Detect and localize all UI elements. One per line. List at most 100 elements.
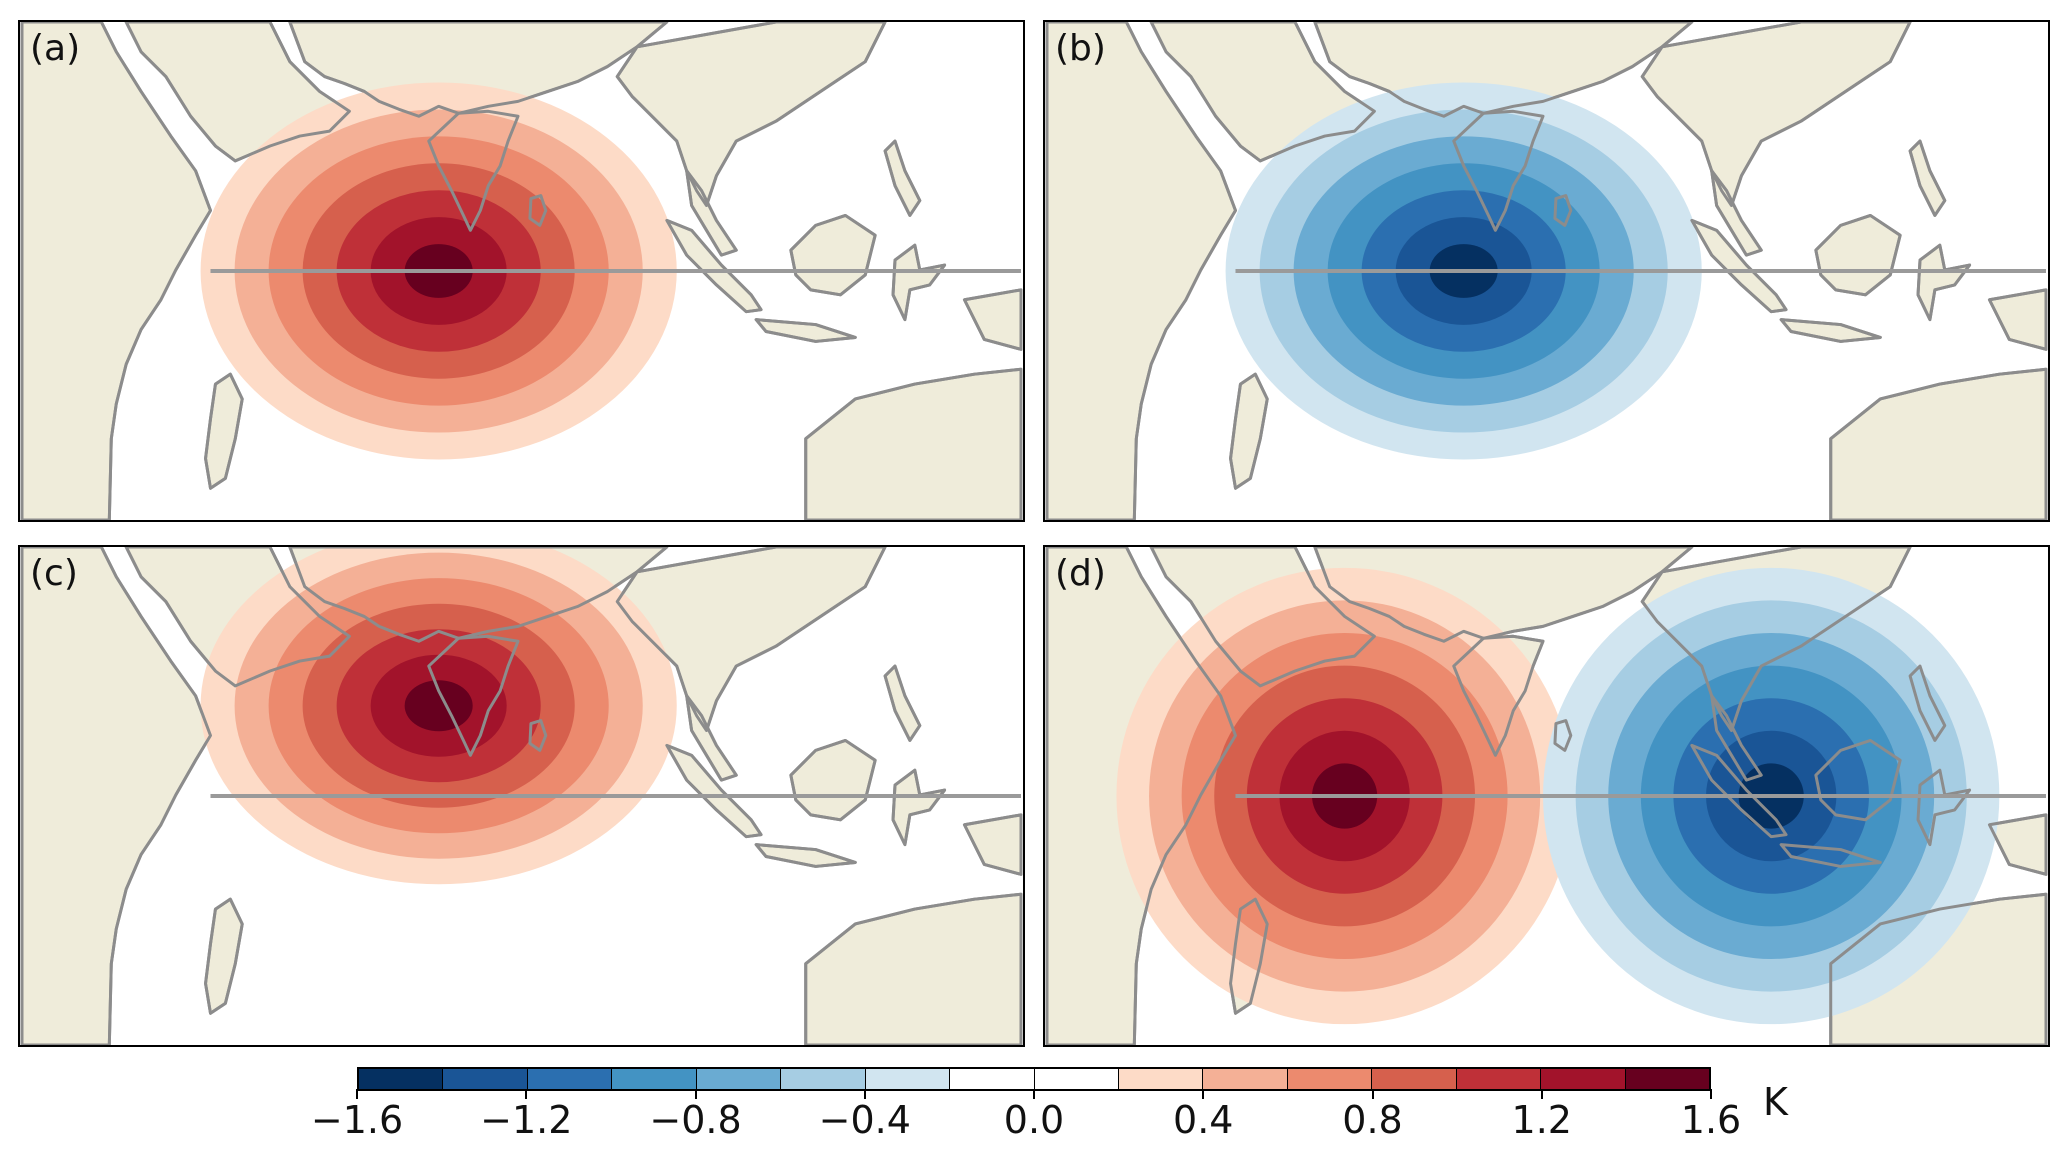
- panel-label-d: (d): [1055, 553, 1106, 594]
- coastline: [1553, 719, 1573, 752]
- coastline: [288, 22, 669, 118]
- coastline: [685, 694, 738, 782]
- colorbar-level-8: [1034, 1069, 1119, 1089]
- coastline: [1045, 22, 1237, 520]
- land-mass: [883, 139, 922, 217]
- panel-label-b: (b): [1055, 28, 1106, 69]
- coastline: [427, 634, 520, 757]
- colorbar-tick: [356, 1089, 358, 1099]
- colorbar-tick: [1033, 1089, 1035, 1099]
- coastline: [20, 547, 212, 1045]
- colorbar-tick-label: −0.4: [818, 1098, 911, 1142]
- colorbar-level-10: [1203, 1069, 1288, 1089]
- colorbar-level-14: [1541, 1069, 1626, 1089]
- land-mass: [615, 22, 887, 208]
- coastline: [1908, 139, 1947, 217]
- map-d: [1045, 547, 2048, 1045]
- colorbar-tick: [1710, 1089, 1712, 1099]
- land-mass: [1829, 367, 2048, 520]
- colorbar-tick-label: 1.6: [1680, 1098, 1742, 1142]
- coastline: [124, 547, 351, 688]
- coastline: [1829, 367, 2048, 520]
- coastline: [1814, 213, 1902, 297]
- colorbar-tick: [525, 1089, 528, 1099]
- colorbar-tick-label: 1.2: [1511, 1098, 1572, 1142]
- coastline: [962, 813, 1023, 876]
- coastline: [891, 243, 947, 322]
- colorbar-tick-label: −1.2: [480, 1098, 573, 1142]
- coastline: [20, 22, 212, 520]
- coastline: [1640, 547, 1912, 733]
- coastline: [1149, 547, 1376, 688]
- map-panel-a: (a): [18, 20, 1025, 522]
- coastline: [754, 843, 857, 868]
- coastline: [1710, 694, 1763, 782]
- colorbar-level-0: [359, 1069, 444, 1089]
- colorbar-tick: [1371, 1089, 1374, 1099]
- colorbar-tick: [863, 1089, 866, 1099]
- coastline: [204, 372, 244, 490]
- land-mass: [1908, 139, 1947, 217]
- panel-label-a: (a): [30, 28, 81, 69]
- colorbar-level-13: [1456, 1069, 1542, 1089]
- land-mass: [804, 367, 1023, 520]
- coastline: [1229, 897, 1269, 1015]
- colorbar-tick-label: −0.8: [649, 1098, 742, 1142]
- colorbar-tick-label: 0.4: [1173, 1098, 1234, 1142]
- anomaly-contour: [404, 680, 473, 732]
- coastline: [891, 768, 947, 847]
- colorbar-level-5: [781, 1069, 866, 1089]
- colorbar-level-7: [950, 1069, 1035, 1089]
- coastline: [754, 318, 857, 343]
- coastline: [1814, 738, 1902, 822]
- map-b: [1045, 22, 2048, 520]
- coastline: [615, 547, 887, 733]
- coastline: [1916, 243, 1972, 322]
- colorbar-level-1: [443, 1069, 528, 1089]
- coastline: [427, 109, 520, 232]
- colorbar-tick: [1202, 1089, 1205, 1099]
- coastline: [1710, 169, 1763, 257]
- coastline: [1829, 892, 2048, 1045]
- colorbar-level-9: [1118, 1069, 1204, 1089]
- panel-label-c: (c): [30, 553, 78, 594]
- colorbar-level-6: [865, 1069, 951, 1089]
- coastline: [615, 22, 887, 208]
- coastline: [1229, 372, 1269, 490]
- colorbar-level-11: [1287, 1069, 1373, 1089]
- colorbar-tick-label: 0.8: [1342, 1098, 1403, 1142]
- coastline: [1313, 547, 1694, 643]
- colorbar-unit: K: [1763, 1080, 1788, 1124]
- coastline: [1779, 843, 1882, 868]
- map-panel-d: (d): [1043, 545, 2050, 1047]
- coastline: [962, 288, 1023, 351]
- coastline: [883, 664, 922, 742]
- coastline: [1916, 768, 1972, 847]
- coastline: [1045, 547, 1237, 1045]
- land-mass: [1640, 22, 1912, 208]
- coastline: [1452, 634, 1545, 757]
- map-panel-c: (c): [18, 545, 1025, 1047]
- land-mass: [804, 892, 1023, 1045]
- coastline: [528, 194, 548, 227]
- colorbar-level-12: [1372, 1069, 1457, 1089]
- colorbar-level-2: [527, 1069, 613, 1089]
- coastline: [1313, 22, 1694, 118]
- coastline: [665, 743, 763, 839]
- map-panel-b: (b): [1043, 20, 2050, 522]
- colorbar-tick-label: 0.0: [1003, 1098, 1065, 1142]
- coastline: [685, 169, 738, 257]
- coastline: [1690, 218, 1788, 314]
- coastline: [1553, 194, 1573, 227]
- coastline: [288, 547, 669, 643]
- coastline: [804, 367, 1023, 520]
- coastline: [204, 897, 244, 1015]
- coastline: [528, 719, 548, 752]
- coastline: [1987, 813, 2048, 876]
- coastline: [1690, 743, 1788, 839]
- coastline: [1640, 22, 1912, 208]
- coastline: [789, 213, 877, 297]
- colorbar-level-4: [696, 1069, 782, 1089]
- colorbar-tick: [1540, 1089, 1543, 1099]
- coastline: [124, 22, 351, 163]
